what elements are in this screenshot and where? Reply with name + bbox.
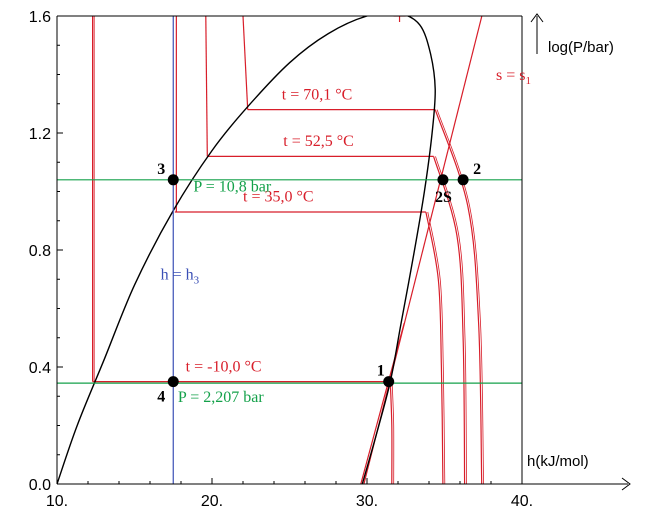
isobar-label: P = 10,8 bar [193,179,271,196]
y-tick-label: 0.4 [29,360,51,377]
y-tick-label: 1.2 [29,126,51,143]
x-tick-label: 20. [201,493,223,510]
point-label-4: 4 [157,389,165,406]
point-label-3: 3 [157,161,165,178]
state-point-2s [437,174,448,185]
isobar-label: P = 2,207 bar [178,389,264,406]
isentrope-label-subscript: 1 [525,75,531,87]
point-label-2s: 2S [435,189,452,206]
y-axis-label: log(P/bar) [548,39,614,56]
point-label-2: 2 [473,161,481,178]
state-point-2 [458,174,469,185]
point-label-1: 1 [377,363,385,380]
x-tick-label: 30. [356,493,378,510]
state-point-1 [383,376,394,387]
x-axis-label: h(kJ/mol) [527,453,589,470]
isotherm-label: t = 70,1 °C [282,86,353,103]
y-tick-label: 0.0 [29,477,51,494]
state-point-4 [168,376,179,387]
x-tick-label: 10. [46,493,68,510]
y-tick-label: 1.6 [29,9,51,26]
x-tick-label: 40. [511,493,533,510]
isenthalp-label-subscript: 3 [194,274,200,286]
state-point-3 [168,174,179,185]
isotherm-label: t = -10,0 °C [186,358,262,375]
y-tick-label: 0.8 [29,243,51,260]
isotherm-label: t = 52,5 °C [283,133,354,150]
